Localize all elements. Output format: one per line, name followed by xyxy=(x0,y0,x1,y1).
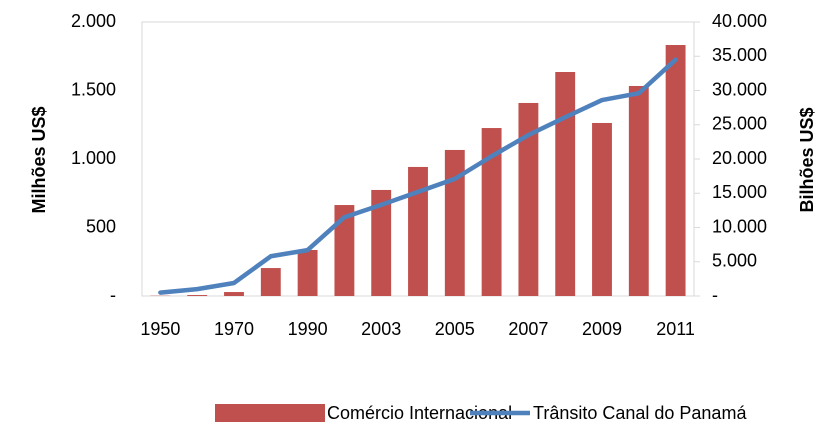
bar xyxy=(665,45,686,297)
y2-tick-label: 30.000 xyxy=(712,79,767,99)
x-tick-label: 2005 xyxy=(435,319,475,339)
bar xyxy=(408,166,428,296)
y2-tick-label: 40.000 xyxy=(712,11,767,31)
y-tick-label: 1.000 xyxy=(71,148,116,168)
bar xyxy=(628,85,649,296)
bar xyxy=(444,149,465,296)
x-tick-label: 2009 xyxy=(582,319,622,339)
y2-tick-label: 25.000 xyxy=(712,114,767,134)
x-tick-label: 2007 xyxy=(508,319,548,339)
y-tick-label: 1.500 xyxy=(71,79,116,99)
x-tick-label: 1950 xyxy=(140,319,180,339)
legend-label: Comércio Internacional xyxy=(327,403,512,423)
y-axis-title: Milhões US$ xyxy=(29,106,49,213)
bar xyxy=(260,268,281,296)
bar xyxy=(592,122,612,297)
y2-tick-label: 35.000 xyxy=(712,45,767,65)
bar xyxy=(187,295,208,296)
line xyxy=(158,57,678,295)
y2-axis-title: Bilhões US$ xyxy=(797,107,817,212)
bar xyxy=(555,72,576,296)
y2-tick-label: - xyxy=(712,285,718,305)
y-tick-label: 500 xyxy=(86,216,116,236)
y-tick-label: - xyxy=(110,285,116,305)
bar xyxy=(334,205,355,296)
y-tick-label: 2.000 xyxy=(71,11,116,31)
y2-tick-label: 10.000 xyxy=(712,216,767,236)
x-tick-label: 2003 xyxy=(361,319,401,339)
x-tick-label: 1970 xyxy=(214,319,254,339)
bar xyxy=(297,249,318,296)
y2-tick-label: 5.000 xyxy=(712,251,757,271)
bar xyxy=(518,102,539,296)
legend-label: Trânsito Canal do Panamá xyxy=(533,403,747,423)
x-tick-label: 2011 xyxy=(656,319,695,339)
bar xyxy=(371,189,392,296)
legend-swatch xyxy=(215,404,325,422)
bar xyxy=(481,128,502,296)
bar xyxy=(224,292,244,296)
y2-tick-label: 15.000 xyxy=(712,182,767,202)
y2-tick-label: 20.000 xyxy=(712,148,767,168)
x-tick-label: 1990 xyxy=(288,319,328,339)
